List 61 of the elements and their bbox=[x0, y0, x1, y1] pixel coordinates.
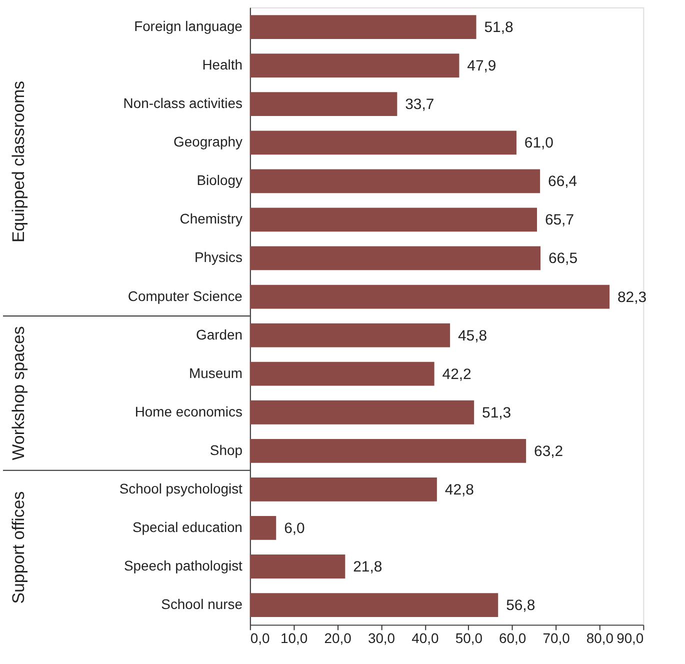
bar bbox=[250, 54, 460, 78]
text: Workshop spaces bbox=[8, 326, 28, 460]
x-tick-label: 40,0 bbox=[412, 630, 439, 646]
y-tick-label: Speech pathologist bbox=[124, 557, 243, 574]
x-tick-label: 90,0 bbox=[616, 630, 644, 646]
data-label: 45,8 bbox=[458, 327, 488, 344]
bar bbox=[250, 246, 540, 270]
data-label: 6,0 bbox=[284, 520, 305, 537]
data-label: 61,0 bbox=[524, 134, 554, 152]
data-label: 82,3 bbox=[618, 288, 647, 306]
x-tick-label: 10,0 bbox=[280, 630, 308, 646]
data-label: 56,8 bbox=[506, 597, 536, 614]
x-tick-label: 70,0 bbox=[542, 630, 570, 646]
x-tick-label: 30,0 bbox=[368, 630, 396, 646]
data-label: 33,7 bbox=[405, 96, 434, 114]
y-tick-label: Shop bbox=[210, 442, 243, 458]
y-tick-label: Physics bbox=[194, 249, 242, 266]
text: Equipped classrooms bbox=[8, 80, 28, 243]
data-label: 21,8 bbox=[353, 558, 382, 576]
bar bbox=[250, 477, 437, 502]
bar bbox=[250, 593, 498, 617]
x-tick-label: 50,0 bbox=[455, 630, 483, 646]
data-label: 51,3 bbox=[482, 404, 512, 422]
text: Support offices bbox=[8, 491, 28, 604]
y-tick-label: Museum bbox=[189, 364, 242, 381]
x-tick-label: 60,0 bbox=[499, 630, 526, 646]
bar bbox=[250, 92, 398, 116]
y-tick-label: Home economics bbox=[134, 403, 242, 420]
data-label: 42,2 bbox=[442, 366, 472, 383]
bar bbox=[250, 15, 476, 39]
data-label: 51,8 bbox=[484, 19, 514, 36]
bar bbox=[250, 208, 537, 232]
bar bbox=[250, 284, 610, 309]
bar bbox=[250, 169, 540, 194]
x-tick-label: 80,0 bbox=[586, 630, 614, 646]
y-tick-label: Biology bbox=[196, 172, 242, 188]
y-tick-label: Foreign language bbox=[134, 18, 243, 34]
y-tick-label: Health bbox=[202, 56, 242, 73]
y-tick-label: Garden bbox=[196, 326, 242, 342]
data-label: 42,8 bbox=[444, 481, 474, 498]
y-tick-label: Special education bbox=[132, 518, 242, 535]
bar bbox=[250, 516, 276, 540]
data-label: 65,7 bbox=[544, 212, 574, 229]
x-tick-label: 20,0 bbox=[324, 630, 352, 646]
y-tick-label: School psychologist bbox=[119, 480, 243, 496]
bar bbox=[250, 362, 434, 386]
bar bbox=[250, 554, 346, 578]
y-tick-label: Computer Science bbox=[128, 288, 243, 304]
data-label: 66,4 bbox=[548, 173, 578, 190]
bar bbox=[250, 400, 474, 424]
bar bbox=[250, 438, 526, 463]
y-tick-label: School nurse bbox=[161, 596, 243, 612]
x-tick-label: 0,0 bbox=[250, 630, 270, 646]
bar bbox=[250, 130, 516, 155]
data-label: 63,2 bbox=[534, 442, 564, 460]
y-tick-label: Chemistry bbox=[180, 210, 242, 227]
y-tick-label: Non-class activities bbox=[123, 95, 242, 112]
data-label: 66,5 bbox=[548, 250, 578, 268]
y-tick-label: Geography bbox=[174, 134, 242, 150]
bar bbox=[250, 323, 450, 348]
data-label: 47,9 bbox=[467, 58, 496, 75]
